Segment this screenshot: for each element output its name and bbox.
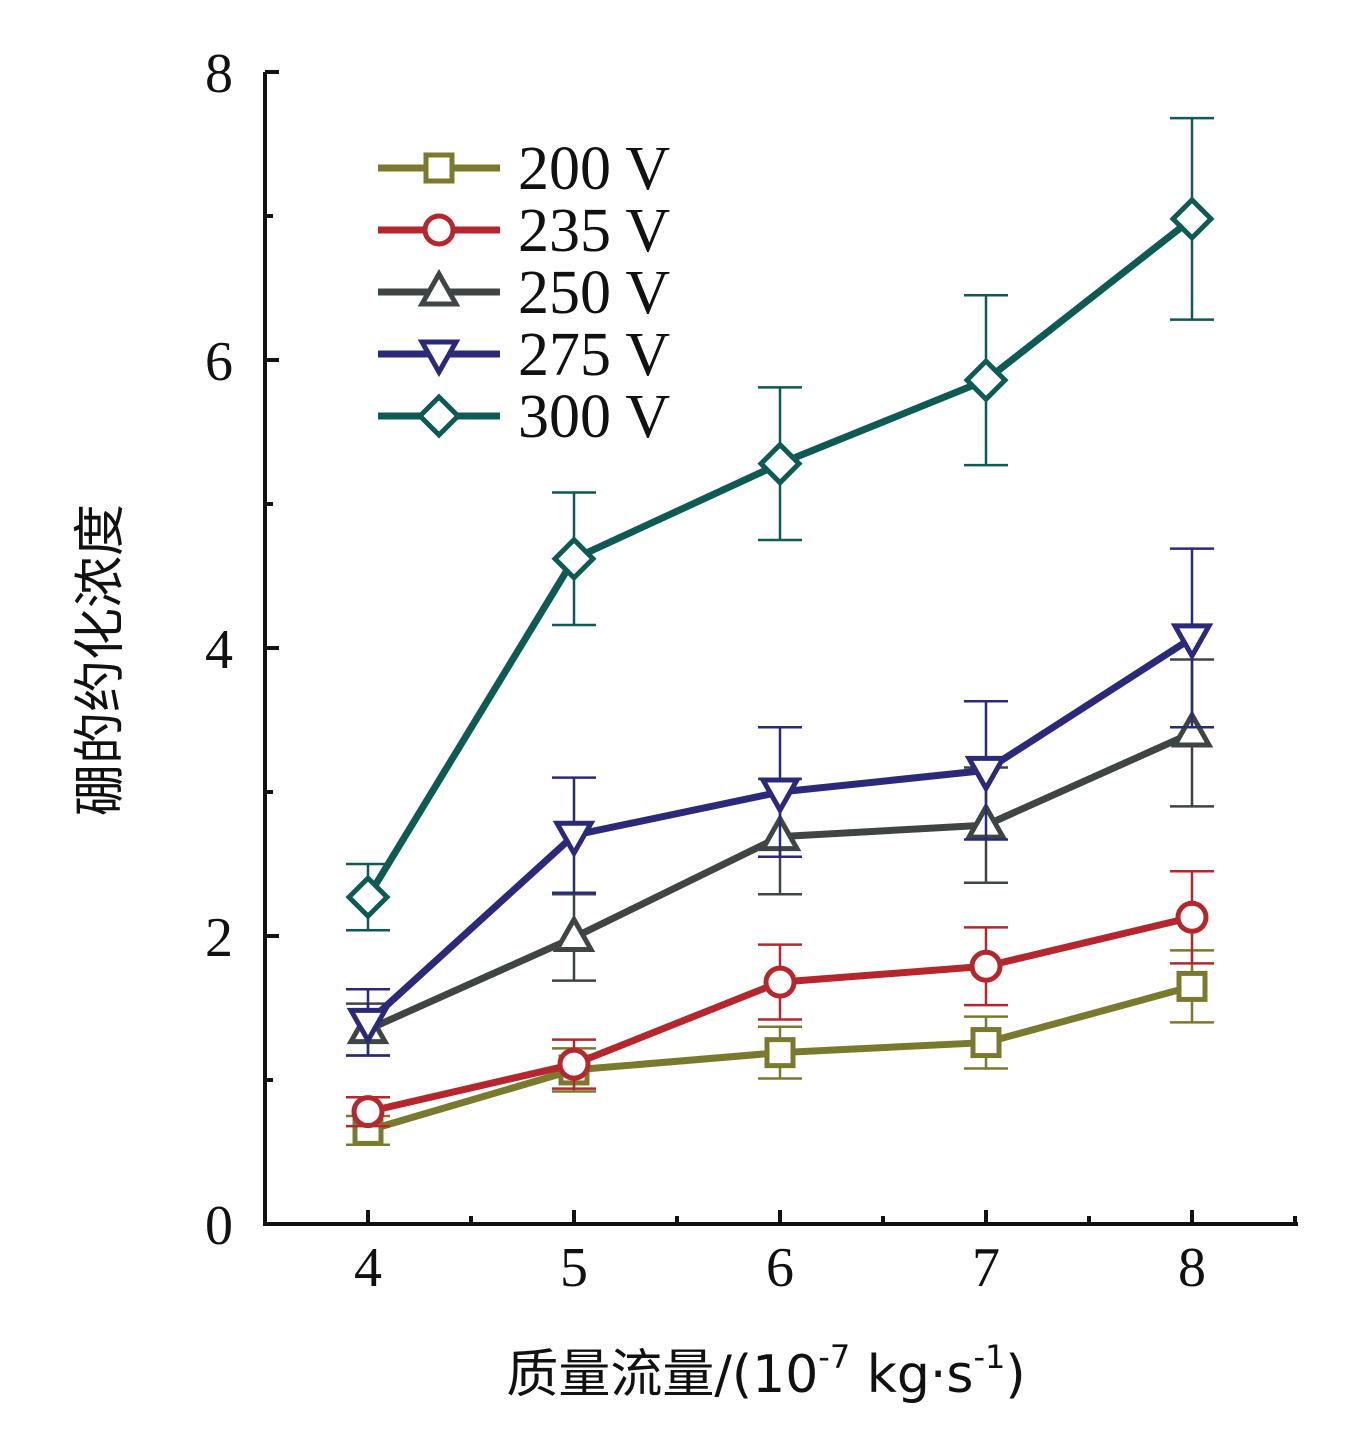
x-tick-label: 7: [972, 1237, 1000, 1299]
x-tick-label: 8: [1178, 1237, 1206, 1299]
marker-square: [764, 1037, 796, 1069]
y-tick-label: 2: [205, 907, 233, 969]
legend-item: 235 V: [378, 197, 670, 265]
marker-circle: [351, 1095, 385, 1129]
marker-diamond: [416, 393, 462, 439]
y-tick-label: 6: [205, 331, 233, 393]
marker-diamond: [345, 874, 391, 920]
marker-diamond: [551, 536, 597, 582]
legend-item: 200 V: [378, 135, 670, 203]
marker-circle: [763, 965, 797, 999]
marker-circle: [557, 1047, 591, 1081]
marker-diamond: [757, 441, 803, 487]
marker-square: [1176, 970, 1208, 1002]
marker-diamond: [963, 357, 1009, 403]
legend-label: 275 V: [518, 321, 670, 389]
x-axis-title: 质量流量/(10-7 kg·s-1): [506, 1338, 1025, 1405]
marker-circle: [969, 949, 1003, 983]
marker-triangle-down: [346, 1007, 390, 1046]
series-4: [345, 116, 1215, 932]
marker-triangle-down: [417, 339, 461, 378]
y-tick-label: 8: [205, 43, 233, 105]
x-tick-label: 4: [354, 1237, 382, 1299]
legend-item: 250 V: [378, 259, 670, 327]
marker-triangle-up: [552, 914, 596, 952]
marker-square: [423, 152, 455, 184]
legend-label: 235 V: [518, 197, 670, 265]
marker-circle: [422, 213, 456, 247]
marker-triangle-up: [417, 268, 461, 307]
x-axis-title-exp2: -1: [973, 1338, 1005, 1376]
legend-item: 275 V: [378, 321, 670, 389]
y-tick-label: 4: [205, 619, 233, 681]
marker-triangle-down: [964, 755, 1008, 794]
marker-triangle-down: [1170, 623, 1214, 661]
marker-square: [970, 1027, 1002, 1059]
x-axis-title-end: ): [1005, 1345, 1025, 1405]
x-axis-title-main: 质量流量/(10: [506, 1345, 818, 1405]
series-layer: [345, 116, 1215, 1147]
x-axis-title-exp1: -7: [818, 1338, 850, 1376]
marker-circle: [1175, 900, 1209, 934]
y-axis-title: 硼的约化浓度: [71, 504, 131, 816]
marker-diamond: [1169, 196, 1215, 242]
marker-triangle-up: [1170, 709, 1214, 748]
legend-label: 200 V: [518, 135, 670, 203]
y-ticks: 0 2 4 6 8: [205, 43, 279, 1257]
legend-label: 250 V: [518, 259, 670, 327]
marker-triangle-down: [552, 820, 596, 859]
legend-item: 300 V: [378, 383, 670, 451]
x-tick-label: 6: [766, 1237, 794, 1299]
x-tick-label: 5: [560, 1237, 588, 1299]
x-ticks: 4 5 6 7 8: [354, 1210, 1297, 1299]
series-1: [346, 869, 1214, 1129]
series-3: [346, 547, 1214, 1057]
x-axis-title-mid: kg·s: [850, 1345, 973, 1405]
y-tick-label: 0: [205, 1195, 233, 1257]
marker-triangle-down: [758, 777, 802, 816]
legend-label: 300 V: [518, 383, 670, 451]
